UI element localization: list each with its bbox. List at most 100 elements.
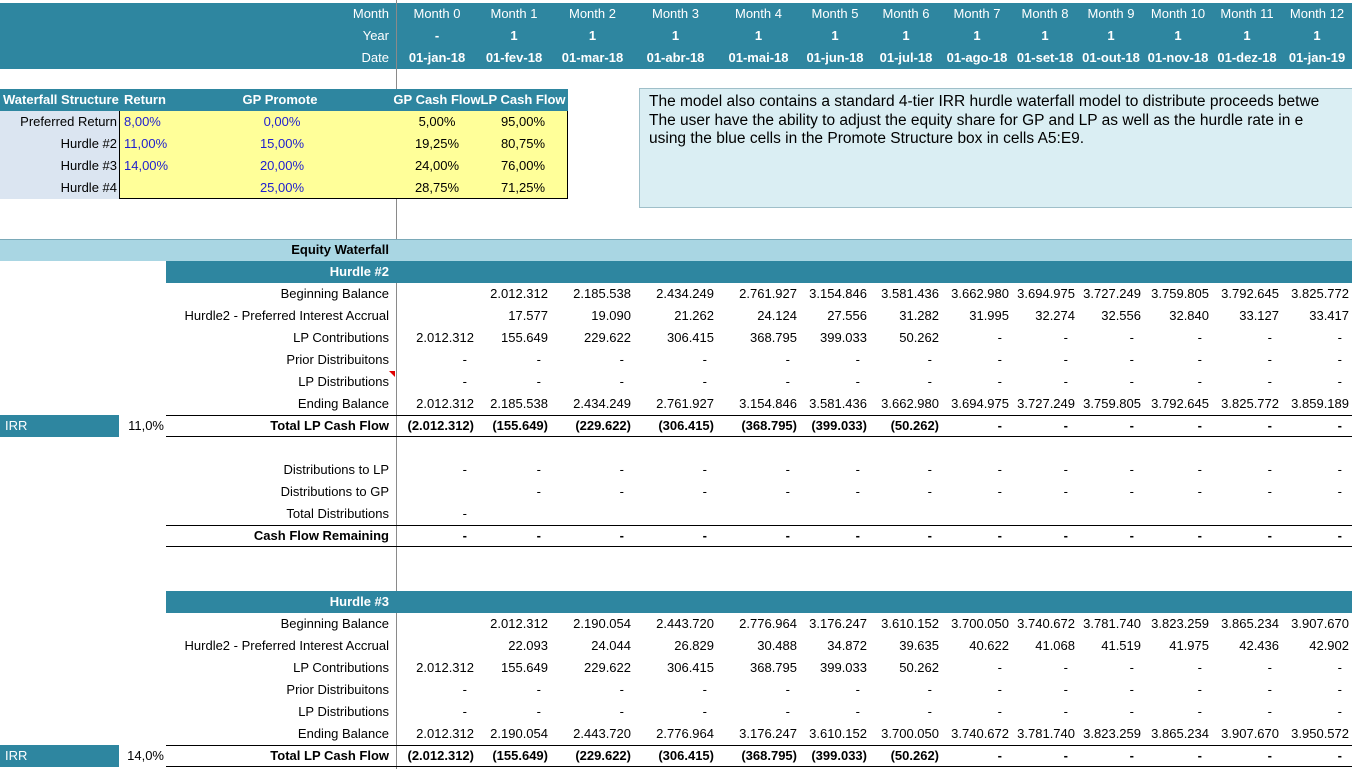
hurdle3-value-cell: 3.781.740 (1017, 726, 1075, 741)
hurdle3-value-cell: 40.622 (969, 638, 1009, 653)
structure-promote-input[interactable]: 20,00% (259, 158, 305, 173)
structure-return-input[interactable]: 11,00% (124, 136, 168, 151)
hurdle3-value-cell: 399.033 (820, 660, 867, 675)
hurdle3-value-cell: - (1197, 682, 1202, 697)
hurdle3-value-cell: 306.415 (667, 660, 714, 675)
month-header-cell: Month 10 (1150, 6, 1206, 21)
month-header-cell: Month 9 (1087, 6, 1135, 21)
hurdle3-value-cell: - (855, 704, 860, 719)
hurdle2-value-cell: 306.415 (667, 330, 714, 345)
hurdle3-total-rule (166, 745, 1352, 746)
date-header-cell: 01-nov-18 (1147, 50, 1209, 65)
hurdle3-value-cell: 24.044 (591, 638, 631, 653)
hurdle2-value-cell: 3.792.645 (1221, 286, 1279, 301)
hurdle2-value-cell: - (927, 374, 932, 389)
date-header-cell: 01-fev-18 (485, 50, 543, 65)
hurdle2-value-cell: 33.417 (1309, 308, 1349, 323)
hurdle3-value-cell: 2.776.964 (739, 616, 797, 631)
hurdle3-irr-label: IRR (5, 748, 28, 763)
year-header-cell: 1 (902, 28, 910, 43)
hurdle3-value-cell: - (462, 682, 467, 697)
hurdle2-value-cell: 21.262 (674, 308, 714, 323)
structure-lp-cash-flow: 80,75% (500, 136, 546, 151)
structure-return-input[interactable] (124, 177, 184, 199)
hurdle3-value-cell: 368.795 (750, 660, 797, 675)
hurdle2-value-cell: - (1267, 330, 1272, 345)
hurdle3-value-cell: 34.872 (827, 638, 867, 653)
hurdle3-value-cell: 3.700.050 (951, 616, 1009, 631)
hurdle2-row-label-hurdle2-preferred-interest-accrual: Hurdle2 - Preferred Interest Accrual (184, 308, 389, 323)
structure-promote-input[interactable]: 15,00% (259, 136, 305, 151)
hurdle2-value-cell: - (619, 374, 624, 389)
hurdle2-dist-value-cell: - (855, 462, 860, 477)
month-header-cell: Month 2 (569, 6, 616, 21)
hurdle2-row-label-lp-contributions: LP Contributions (293, 330, 389, 345)
hurdle2-dist-value-cell: - (702, 462, 707, 477)
hurdle2-dist-value-cell: - (855, 484, 860, 499)
hurdle3-value-cell: - (997, 660, 1002, 675)
hurdle3-value-cell: 2.012.312 (490, 616, 548, 631)
year-header-cell: 1 (1313, 28, 1321, 43)
hurdle3-value-cell: 2.012.312 (416, 660, 474, 675)
hurdle3-value-cell: 30.488 (757, 638, 797, 653)
hurdle2-value-cell: - (1129, 418, 1134, 433)
structure-return-input[interactable]: 14,00% (124, 158, 169, 173)
hurdle3-value-cell: (229.622) (575, 748, 631, 763)
hurdle2-value-cell: - (997, 418, 1002, 433)
hurdle3-value-cell: - (1267, 682, 1272, 697)
month-header-cell: Month 7 (953, 6, 1001, 21)
month-header-cell: Month 6 (882, 6, 930, 21)
hurdle2-dist-value-cell: - (1267, 484, 1272, 499)
year-header-cell: - (434, 28, 440, 43)
hurdle2-value-cell: - (619, 352, 624, 367)
hurdle2-value-cell: 17.577 (508, 308, 548, 323)
hurdle2-irr-band (0, 415, 119, 437)
hurdle2-dist-value-cell: - (1337, 528, 1342, 543)
comment-indicator-icon[interactable] (389, 371, 395, 377)
year-header-cell: 1 (588, 28, 597, 43)
hurdle2-value-cell: 27.556 (827, 308, 867, 323)
hurdle3-value-cell: - (536, 682, 541, 697)
date-header-cell: 01-mar-18 (561, 50, 624, 65)
structure-header-title: Waterfall Structure (3, 92, 119, 107)
hurdle2-dist-value-cell (1012, 503, 1075, 525)
hurdle2-value-cell: - (1129, 330, 1134, 345)
hurdle2-value-cell: 32.274 (1035, 308, 1075, 323)
year-header-cell: 1 (1243, 28, 1251, 43)
structure-header-band (0, 89, 568, 111)
hurdle2-value-cell: 31.282 (899, 308, 939, 323)
hurdle3-value-cell: 50.262 (899, 660, 939, 675)
hurdle3-value-cell: - (1063, 704, 1068, 719)
hurdle3-value-cell: - (1337, 704, 1342, 719)
hurdle2-dist-value-cell: - (1129, 462, 1134, 477)
hurdle2-dist-value-cell: - (997, 528, 1002, 543)
date-header-cell: 01-mai-18 (728, 50, 789, 65)
hurdle3-value-cell: 3.176.247 (739, 726, 797, 741)
hurdle3-value-cell: 229.622 (584, 660, 631, 675)
hurdle2-dist-value-cell (551, 503, 631, 525)
hurdle2-value-cell: 3.581.436 (809, 396, 867, 411)
hurdle2-value-cell: 33.127 (1239, 308, 1279, 323)
structure-row-label: Hurdle #4 (60, 180, 117, 195)
hurdle2-dist-value-cell: - (702, 484, 707, 499)
model-description-note: The model also contains a standard 4-tie… (639, 88, 1352, 208)
structure-header-lp-cash-flow: LP Cash Flow (480, 92, 566, 107)
date-header-cell: 01-ago-18 (946, 50, 1008, 65)
hurdle2-value-cell: 3.154.846 (809, 286, 867, 301)
structure-return-input[interactable]: 8,00% (124, 114, 161, 129)
hurdle3-value-cell: - (619, 704, 624, 719)
hurdle2-dist-value-cell: - (702, 528, 707, 543)
structure-row-label: Preferred Return (20, 114, 117, 129)
hurdle2-value-cell: 2.185.538 (490, 396, 548, 411)
hurdle3-value-cell: - (1337, 748, 1342, 763)
structure-lp-cash-flow: 76,00% (500, 158, 546, 173)
structure-promote-input[interactable]: 0,00% (263, 114, 301, 129)
hurdle2-value-cell: 229.622 (584, 330, 631, 345)
structure-header-promote: GP Promote (242, 92, 318, 107)
structure-promote-input[interactable]: 25,00% (259, 180, 305, 195)
hurdle2-value-cell: 3.759.805 (1151, 286, 1209, 301)
hurdle3-value-cell: (155.649) (492, 748, 548, 763)
hurdle3-row-label-prior-distribuitons: Prior Distribuitons (286, 682, 389, 697)
hurdle2-value-cell: - (1267, 374, 1272, 389)
hurdle2-value-cell: - (785, 352, 790, 367)
